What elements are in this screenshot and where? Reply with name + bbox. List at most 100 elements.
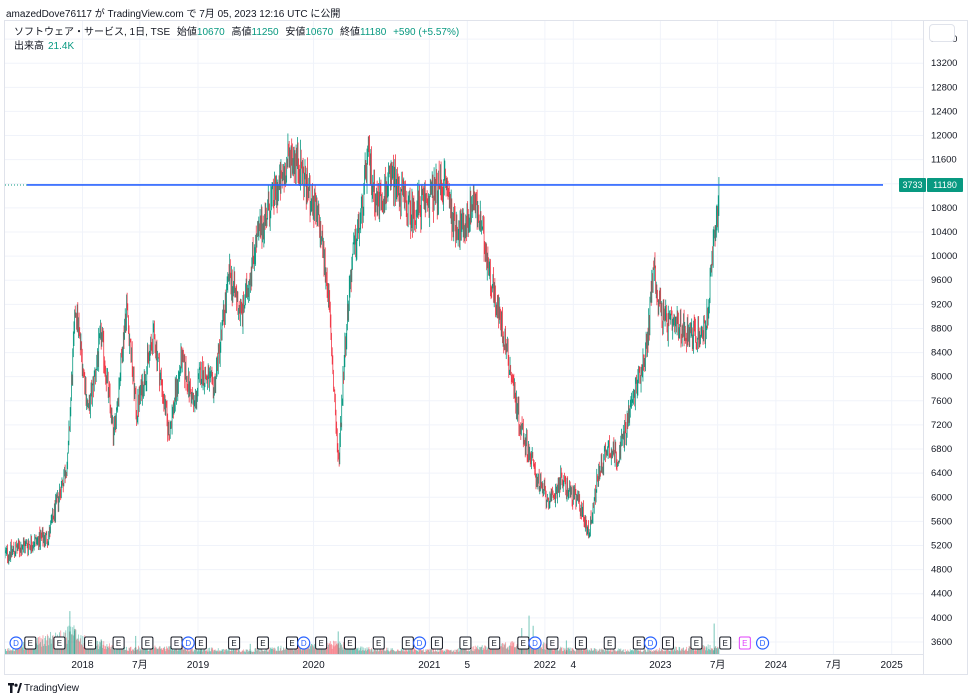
dividend-marker-label: D <box>185 639 191 648</box>
tradingview-logo-icon[interactable] <box>8 683 22 693</box>
earnings-marker-label: E <box>550 639 555 648</box>
earnings-marker-label: E <box>742 639 747 648</box>
x-tick-label: 7月 <box>826 659 842 671</box>
y-tick-label: 5600 <box>931 516 952 527</box>
y-tick-label: 6400 <box>931 468 952 479</box>
earnings-marker[interactable] <box>459 636 472 650</box>
x-tick-label: 2022 <box>534 660 557 671</box>
earnings-marker-label: E <box>116 639 121 648</box>
earnings-marker-label: E <box>434 639 439 648</box>
earnings-marker[interactable] <box>141 636 154 650</box>
volume-label[interactable]: 出来高 <box>14 41 44 52</box>
y-tick-label: 13200 <box>931 58 957 69</box>
close-value: 11180 <box>359 27 387 38</box>
dividend-marker[interactable] <box>9 636 23 650</box>
x-tick-label: 4 <box>571 660 577 671</box>
y-tick-label: 7200 <box>931 420 952 431</box>
dividend-marker[interactable] <box>181 636 195 650</box>
y-tick-label: 9200 <box>931 299 952 310</box>
earnings-marker-label: E <box>405 639 410 648</box>
publish-text: amazedDove76117 が TradingView.com で 7月 0… <box>6 9 341 20</box>
change-value: +590 (+5.57%) <box>393 27 460 38</box>
earnings-marker[interactable] <box>372 636 385 650</box>
publish-header: amazedDove76117 が TradingView.com で 7月 0… <box>0 0 972 20</box>
earnings-marker-label: E <box>492 639 497 648</box>
earnings-marker[interactable] <box>343 636 356 650</box>
y-tick-label: 9600 <box>931 275 952 286</box>
dividend-marker[interactable] <box>643 636 658 650</box>
countdown-label: 3733 <box>902 180 922 190</box>
earnings-marker-label: E <box>289 639 294 648</box>
earnings-marker[interactable] <box>574 636 587 650</box>
earnings-marker[interactable] <box>546 636 559 650</box>
last-price-label: 11180 <box>933 180 957 190</box>
x-tick-label: 2021 <box>418 660 441 671</box>
earnings-marker[interactable] <box>24 636 37 650</box>
dividend-marker[interactable] <box>528 636 542 650</box>
dividend-marker[interactable] <box>297 636 311 650</box>
x-tick-label: 7月 <box>132 659 148 671</box>
earnings-marker[interactable] <box>690 636 703 650</box>
x-tick-label: 5 <box>465 660 471 671</box>
dividend-marker-label: D <box>760 639 766 648</box>
y-tick-label: 12400 <box>931 106 957 117</box>
earnings-marker-label: E <box>376 639 381 648</box>
legend-volume-row: 出来高 21.4K <box>14 40 459 54</box>
high-value: 11250 <box>251 27 279 38</box>
dividend-marker[interactable] <box>755 636 770 650</box>
y-tick-label: 12800 <box>931 82 957 93</box>
earnings-marker[interactable] <box>661 636 674 650</box>
earnings-marker[interactable] <box>256 636 269 650</box>
earnings-marker-label: E <box>260 639 265 648</box>
earnings-marker-label: E <box>347 639 352 648</box>
footer: TradingView <box>0 678 972 700</box>
y-tick-label: 8000 <box>931 372 952 383</box>
dividend-marker[interactable] <box>412 636 427 650</box>
earnings-marker-label: E <box>694 639 699 648</box>
y-tick-label: 4000 <box>931 613 952 624</box>
brand-text[interactable]: TradingView <box>24 683 80 694</box>
earnings-marker[interactable] <box>194 636 207 650</box>
earnings-marker[interactable] <box>430 636 443 650</box>
dividend-marker-label: D <box>532 639 538 648</box>
earnings-marker[interactable] <box>53 636 66 650</box>
low-label: 安値 <box>285 27 306 38</box>
x-tick-label: 2025 <box>881 660 904 671</box>
close-label: 終値 <box>339 27 360 38</box>
earnings-marker[interactable] <box>228 636 241 650</box>
earnings-marker-label: E <box>57 639 62 648</box>
earnings-marker-label: E <box>145 639 150 648</box>
symbol-label[interactable]: ソフトウェア・サービス, 1日, TSE <box>14 27 171 38</box>
grid <box>5 21 923 654</box>
earnings-marker-label: E <box>318 639 323 648</box>
high-label: 高値 <box>231 27 252 38</box>
maximize-square-button[interactable] <box>929 24 955 42</box>
countdown-badge <box>899 177 926 192</box>
earnings-marker-label: E <box>231 639 236 648</box>
earnings-marker[interactable] <box>719 636 732 650</box>
earnings-marker-label: E <box>87 639 92 648</box>
chart-frame[interactable]: 3600 4000 4400 4800 5200 5600 6000 6400 6800 7200… <box>4 20 968 675</box>
x-tick-label: 2018 <box>71 660 94 671</box>
earnings-marker-label: E <box>607 639 612 648</box>
x-tick-label: 7月 <box>710 659 726 671</box>
open-label: 始値 <box>176 27 197 38</box>
legend-ohlc-row: ソフトウェア・サービス, 1日, TSE 始値 10670 高値11250 安値 1… <box>14 26 459 40</box>
earnings-marker[interactable] <box>84 636 97 650</box>
y-tick-label: 12000 <box>931 131 957 142</box>
x-tick-label: 2020 <box>302 660 325 671</box>
earnings-marker[interactable] <box>488 636 501 650</box>
y-tick-label: 6800 <box>931 444 952 455</box>
y-tick-label: 8800 <box>931 323 952 334</box>
earnings-marker-label: E <box>723 639 728 648</box>
dividend-marker-label: D <box>13 639 19 648</box>
earnings-marker[interactable] <box>112 636 125 650</box>
earnings-marker[interactable] <box>603 636 616 650</box>
earnings-marker[interactable] <box>315 636 328 650</box>
price-chart[interactable]: 3600 4000 4400 4800 5200 5600 6000 6400 6800 7200… <box>5 21 967 674</box>
y-tick-label: 10000 <box>931 251 957 262</box>
earnings-marker[interactable] <box>738 636 751 650</box>
low-value: 10670 <box>305 27 334 38</box>
chart-legend: ソフトウェア・サービス, 1日, TSE 始値 10670 高値11250 安値 1… <box>14 26 459 54</box>
